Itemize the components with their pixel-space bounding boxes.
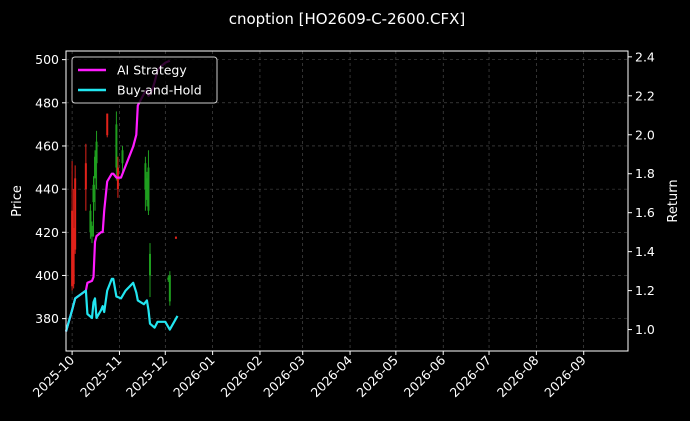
legend: AI Strategy Buy-and-Hold: [71, 56, 218, 104]
chart-title: cnoption [HO2609-C-2600.CFX]: [229, 10, 466, 28]
y2-tick-label: 1.2: [635, 283, 655, 298]
candle-body: [145, 178, 148, 200]
y2-tick-label: 1.6: [635, 205, 655, 220]
candle-body: [168, 275, 171, 302]
candlesticks: [71, 111, 177, 306]
candle-body: [167, 277, 170, 280]
candle-body: [71, 210, 74, 287]
candle-body: [115, 124, 118, 168]
candle-body: [84, 163, 87, 190]
legend-label-buy-and-hold: Buy-and-Hold: [117, 83, 202, 98]
y-axis-label: Price: [10, 185, 25, 217]
y-tick-label: 460: [35, 138, 59, 153]
y-axis-left: 380 400 420 440 460 480 500: [35, 52, 66, 326]
y-tick-label: 420: [35, 225, 59, 240]
candle-body: [148, 253, 151, 276]
y-tick-label: 500: [35, 52, 59, 67]
candle-body: [72, 227, 75, 285]
y2-tick-label: 2.2: [635, 88, 655, 103]
candle-body: [121, 150, 124, 164]
y-tick-label: 400: [35, 268, 59, 283]
candle-body: [147, 167, 150, 211]
candle-body: [74, 178, 77, 250]
plot-frame: [65, 50, 629, 352]
y-axis-right: 1.0 1.2 1.4 1.6 1.8 2.0 2.2 2.4: [628, 49, 655, 337]
y2-tick-label: 1.8: [635, 166, 655, 181]
y2-axis-label: Return: [666, 179, 681, 222]
y2-tick-label: 2.0: [635, 127, 655, 142]
candle-body: [144, 163, 147, 190]
candle-body: [92, 184, 95, 203]
y-tick-label: 480: [35, 95, 59, 110]
series-line-buy-and-hold: [64, 277, 179, 332]
candle-body: [89, 210, 92, 233]
legend-label-ai-strategy: AI Strategy: [117, 63, 187, 78]
y2-tick-label: 2.4: [635, 49, 655, 64]
y2-tick-label: 1.4: [635, 244, 655, 259]
candle-body: [90, 225, 93, 237]
y-tick-label: 440: [35, 182, 59, 197]
candle-body: [174, 236, 177, 239]
y-tick-label: 380: [35, 311, 59, 326]
candle-body: [106, 113, 109, 136]
candle-body: [95, 141, 98, 164]
candle-body: [94, 156, 97, 179]
legend-box: [71, 56, 218, 104]
y2-tick-label: 1.0: [635, 322, 655, 337]
